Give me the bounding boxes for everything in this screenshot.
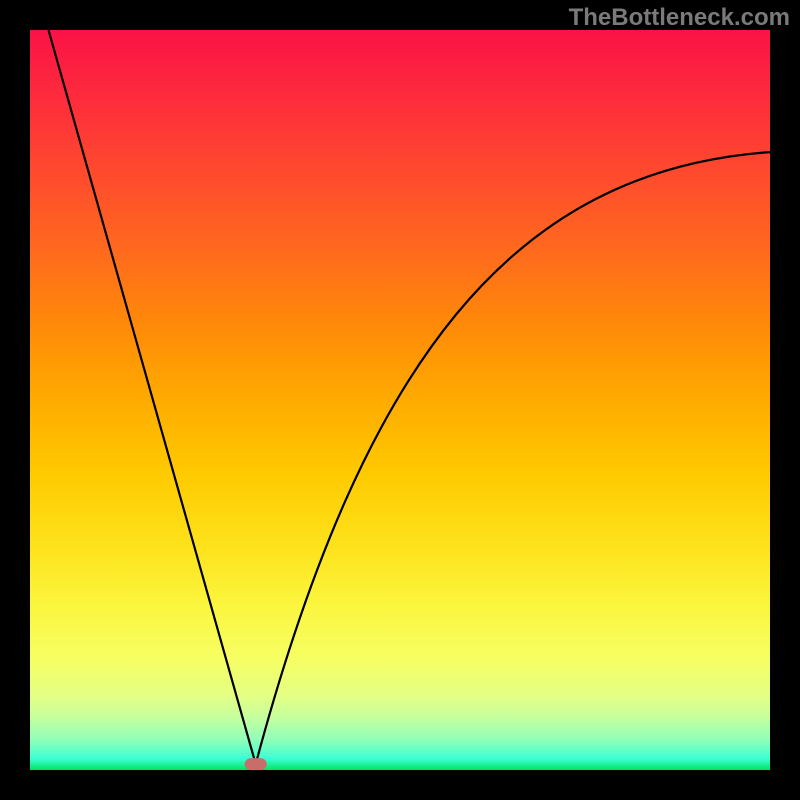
plot-background bbox=[30, 30, 770, 770]
optimal-point-marker bbox=[245, 758, 267, 770]
bottleneck-chart bbox=[0, 0, 800, 800]
chart-container: TheBottleneck.com bbox=[0, 0, 800, 800]
